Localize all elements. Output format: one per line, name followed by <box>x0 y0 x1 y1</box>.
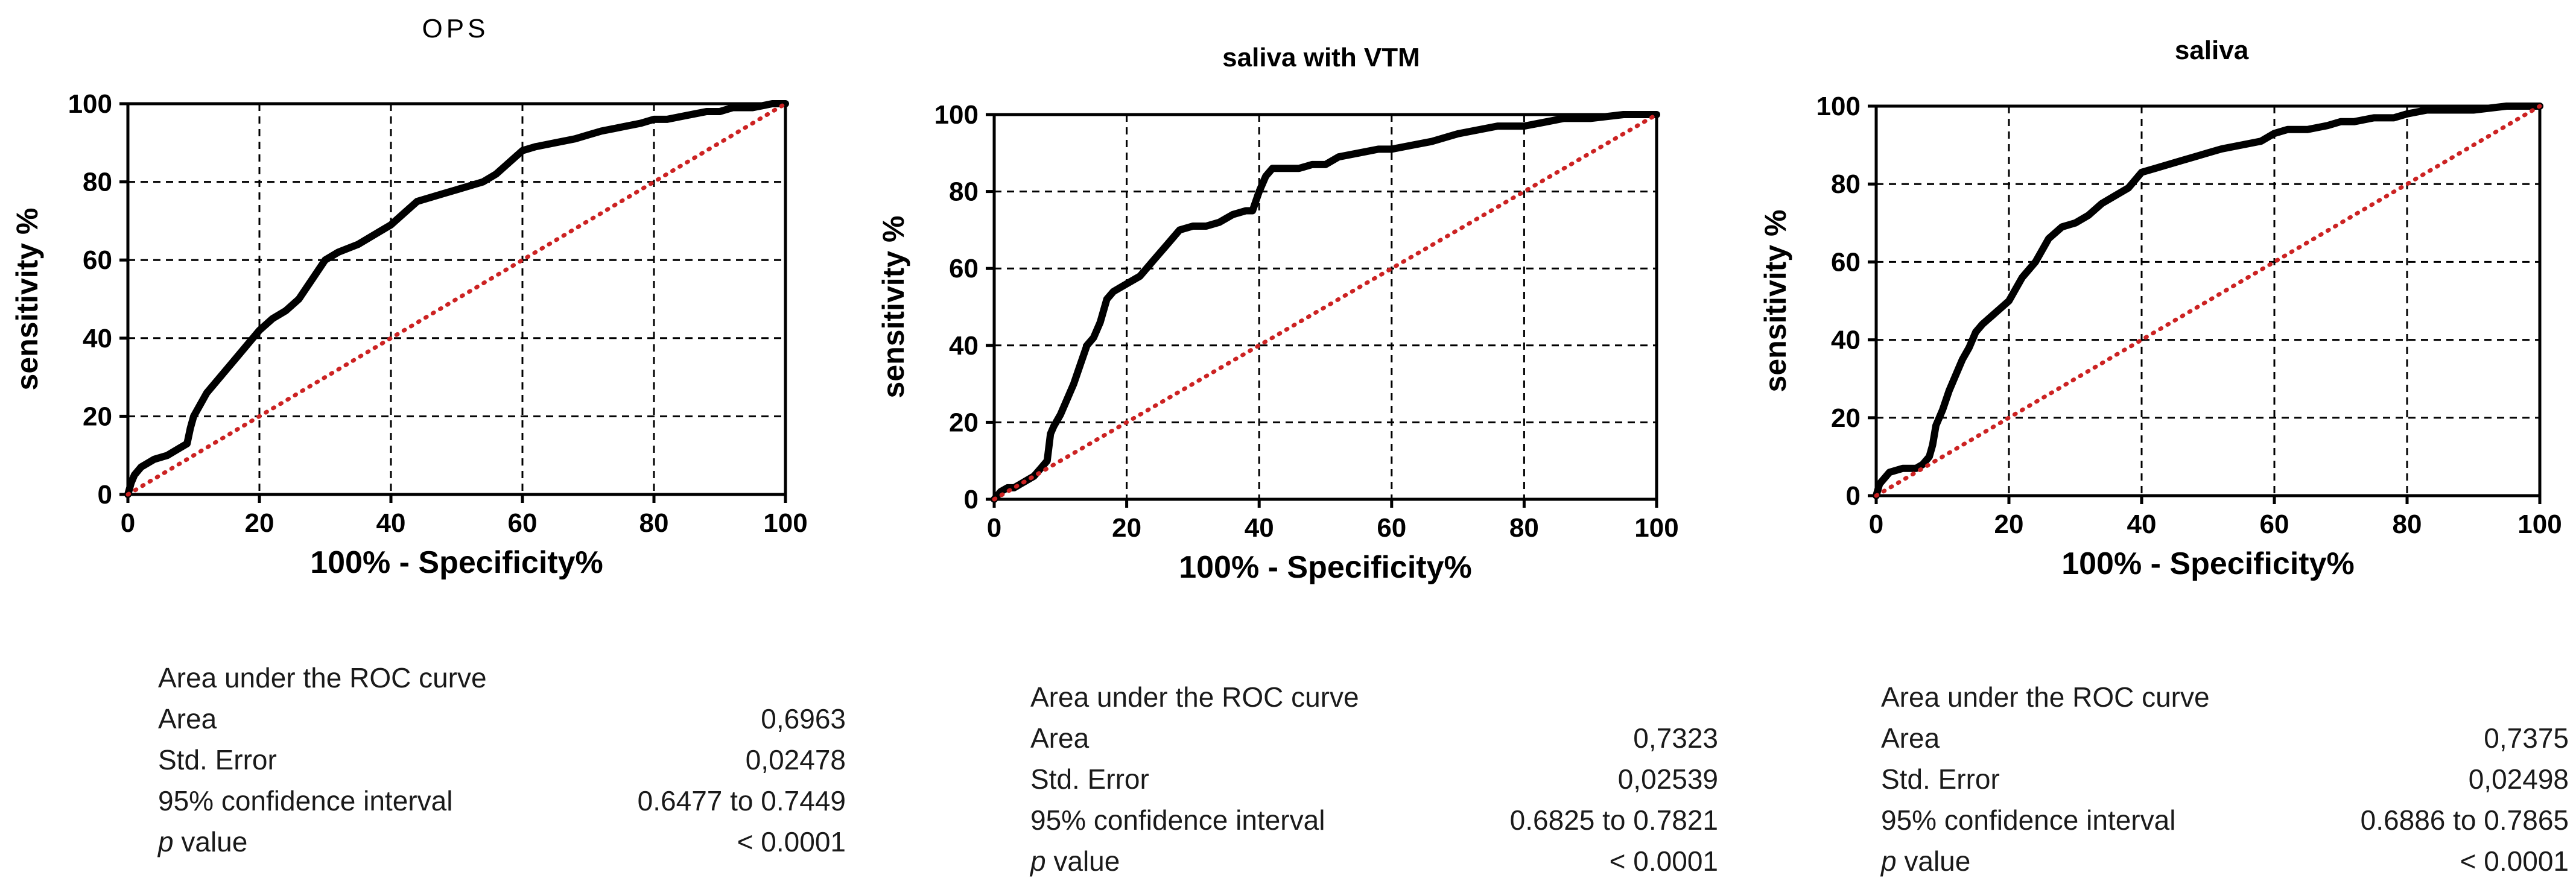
roc-chart-ops: 0 20 40 60 80 100 0 20 40 60 80 100 100% - Specifici… <box>10 14 808 580</box>
auc-ci-label: 95% confidence interval <box>1030 804 1325 836</box>
y-tick-label: 20 <box>949 408 979 437</box>
auc-area-label: Area <box>158 703 217 734</box>
x-tick-label: 80 <box>639 508 669 538</box>
y-tick-label: 80 <box>1831 169 1861 199</box>
y-tick-label: 40 <box>949 331 979 361</box>
roc-curve <box>1873 103 2543 499</box>
auc-std-error-value: 0,02478 <box>745 744 846 775</box>
x-tick-label: 40 <box>1245 513 1274 543</box>
auc-p-value: < 0.0001 <box>1609 845 1718 877</box>
y-tick-label: 20 <box>1831 403 1861 433</box>
auc-std-error-value: 0,02539 <box>1617 763 1718 795</box>
auc-p-suffix: value <box>173 826 248 857</box>
auc-p-label: p value <box>1030 841 1120 882</box>
y-axis-label: sensitivity % <box>877 216 910 399</box>
reference-line <box>125 101 788 497</box>
x-axis-label: 100% - Specificity% <box>2061 546 2355 581</box>
auc-area-value: 0,6963 <box>761 703 846 734</box>
reference-line <box>992 112 1659 502</box>
y-tick-label: 0 <box>98 480 112 510</box>
auc-p-label: p value <box>1881 841 1970 882</box>
x-tick-label: 20 <box>1994 510 2024 539</box>
x-tick-label: 20 <box>1112 513 1141 543</box>
auc-heading: Area under the ROC curve <box>1881 681 2210 713</box>
x-tick-label: 40 <box>2127 510 2157 539</box>
chart-title: saliva with VTM <box>1222 43 1420 72</box>
y-tick-label: 0 <box>964 485 979 514</box>
x-axis-label: 100% - Specificity% <box>1179 550 1472 585</box>
x-tick-label: 0 <box>121 508 135 538</box>
x-tick-label: 60 <box>508 508 538 538</box>
y-tick-label: 100 <box>68 89 112 119</box>
auc-p-italic: p <box>1030 845 1046 877</box>
x-tick-label: 0 <box>1869 510 1883 539</box>
x-tick-label: 100 <box>2517 510 2562 539</box>
auc-ci-value: 0.6477 to 0.7449 <box>637 785 846 816</box>
auc-p-suffix: value <box>1896 845 1971 877</box>
y-tick-label: 20 <box>83 402 112 431</box>
x-tick-label: 80 <box>1509 513 1539 543</box>
auc-p-italic: p <box>158 826 174 857</box>
plot-frame <box>992 113 1658 501</box>
y-tick-label: 80 <box>949 177 979 207</box>
auc-std-error-value: 0,02498 <box>2468 763 2569 795</box>
y-tick-label: 60 <box>1831 247 1861 277</box>
auc-area-value: 0,7375 <box>2484 722 2569 754</box>
roc-curve <box>991 111 1660 503</box>
roc-chart-saliva-with-vtm: 0 20 40 60 80 100 0 20 40 60 80 100 100% - Specifici… <box>877 43 1679 585</box>
y-tick-label: 40 <box>1831 326 1861 355</box>
chart-title: saliva <box>2175 36 2249 65</box>
auc-area-label: Area <box>1030 722 1090 754</box>
y-axis-label: sensitivity % <box>1759 210 1792 393</box>
auc-p-italic: p <box>1881 845 1897 877</box>
y-tick-label: 60 <box>949 254 979 283</box>
y-tick-label: 0 <box>1846 481 1861 511</box>
x-tick-label: 40 <box>376 508 406 538</box>
x-tick-label: 0 <box>987 513 1001 543</box>
roc-curve <box>124 100 789 498</box>
y-tick-label: 100 <box>934 100 979 130</box>
auc-p-suffix: value <box>1045 845 1120 877</box>
auc-heading: Area under the ROC curve <box>158 662 487 693</box>
auc-table-ops: Area under the ROC curve Area 0,6963 Std.… <box>158 657 846 862</box>
chart-title: OPS <box>422 14 489 43</box>
y-tick-label: 80 <box>83 168 112 197</box>
auc-ci-label: 95% confidence interval <box>1881 804 2176 836</box>
reference-line <box>1874 104 2542 498</box>
auc-table-saliva: Area under the ROC curve Area 0,7375 Std.… <box>1881 677 2569 882</box>
auc-std-error-label: Std. Error <box>1030 763 1149 795</box>
plot-frame <box>1874 104 2542 497</box>
plot-frame <box>126 102 787 496</box>
auc-p-value: < 0.0001 <box>2460 845 2569 877</box>
y-tick-label: 60 <box>83 245 112 275</box>
auc-heading: Area under the ROC curve <box>1030 681 1359 713</box>
y-tick-label: 100 <box>1816 92 1861 121</box>
auc-std-error-label: Std. Error <box>158 744 277 775</box>
auc-table-saliva-vtm: Area under the ROC curve Area 0,7323 Std.… <box>1030 677 1718 882</box>
auc-ci-value: 0.6886 to 0.7865 <box>2360 804 2569 836</box>
x-tick-label: 20 <box>245 508 274 538</box>
auc-p-value: < 0.0001 <box>737 826 846 857</box>
auc-ci-value: 0.6825 to 0.7821 <box>1509 804 1718 836</box>
auc-ci-label: 95% confidence interval <box>158 785 453 816</box>
y-axis-label: sensitivity % <box>10 208 44 391</box>
auc-area-value: 0,7323 <box>1633 722 1718 754</box>
auc-std-error-label: Std. Error <box>1881 763 2000 795</box>
roc-chart-saliva: 0 20 40 60 80 100 0 20 40 60 80 100 100% - Specifici… <box>1759 36 2562 581</box>
x-axis-label: 100% - Specificity% <box>310 545 603 580</box>
x-tick-label: 60 <box>2260 510 2289 539</box>
auc-p-label: p value <box>158 821 247 862</box>
y-tick-label: 40 <box>83 324 112 353</box>
x-tick-label: 60 <box>1377 513 1406 543</box>
x-tick-label: 100 <box>763 508 807 538</box>
x-tick-label: 100 <box>1634 513 1678 543</box>
auc-area-label: Area <box>1881 722 1940 754</box>
x-tick-label: 80 <box>2393 510 2422 539</box>
